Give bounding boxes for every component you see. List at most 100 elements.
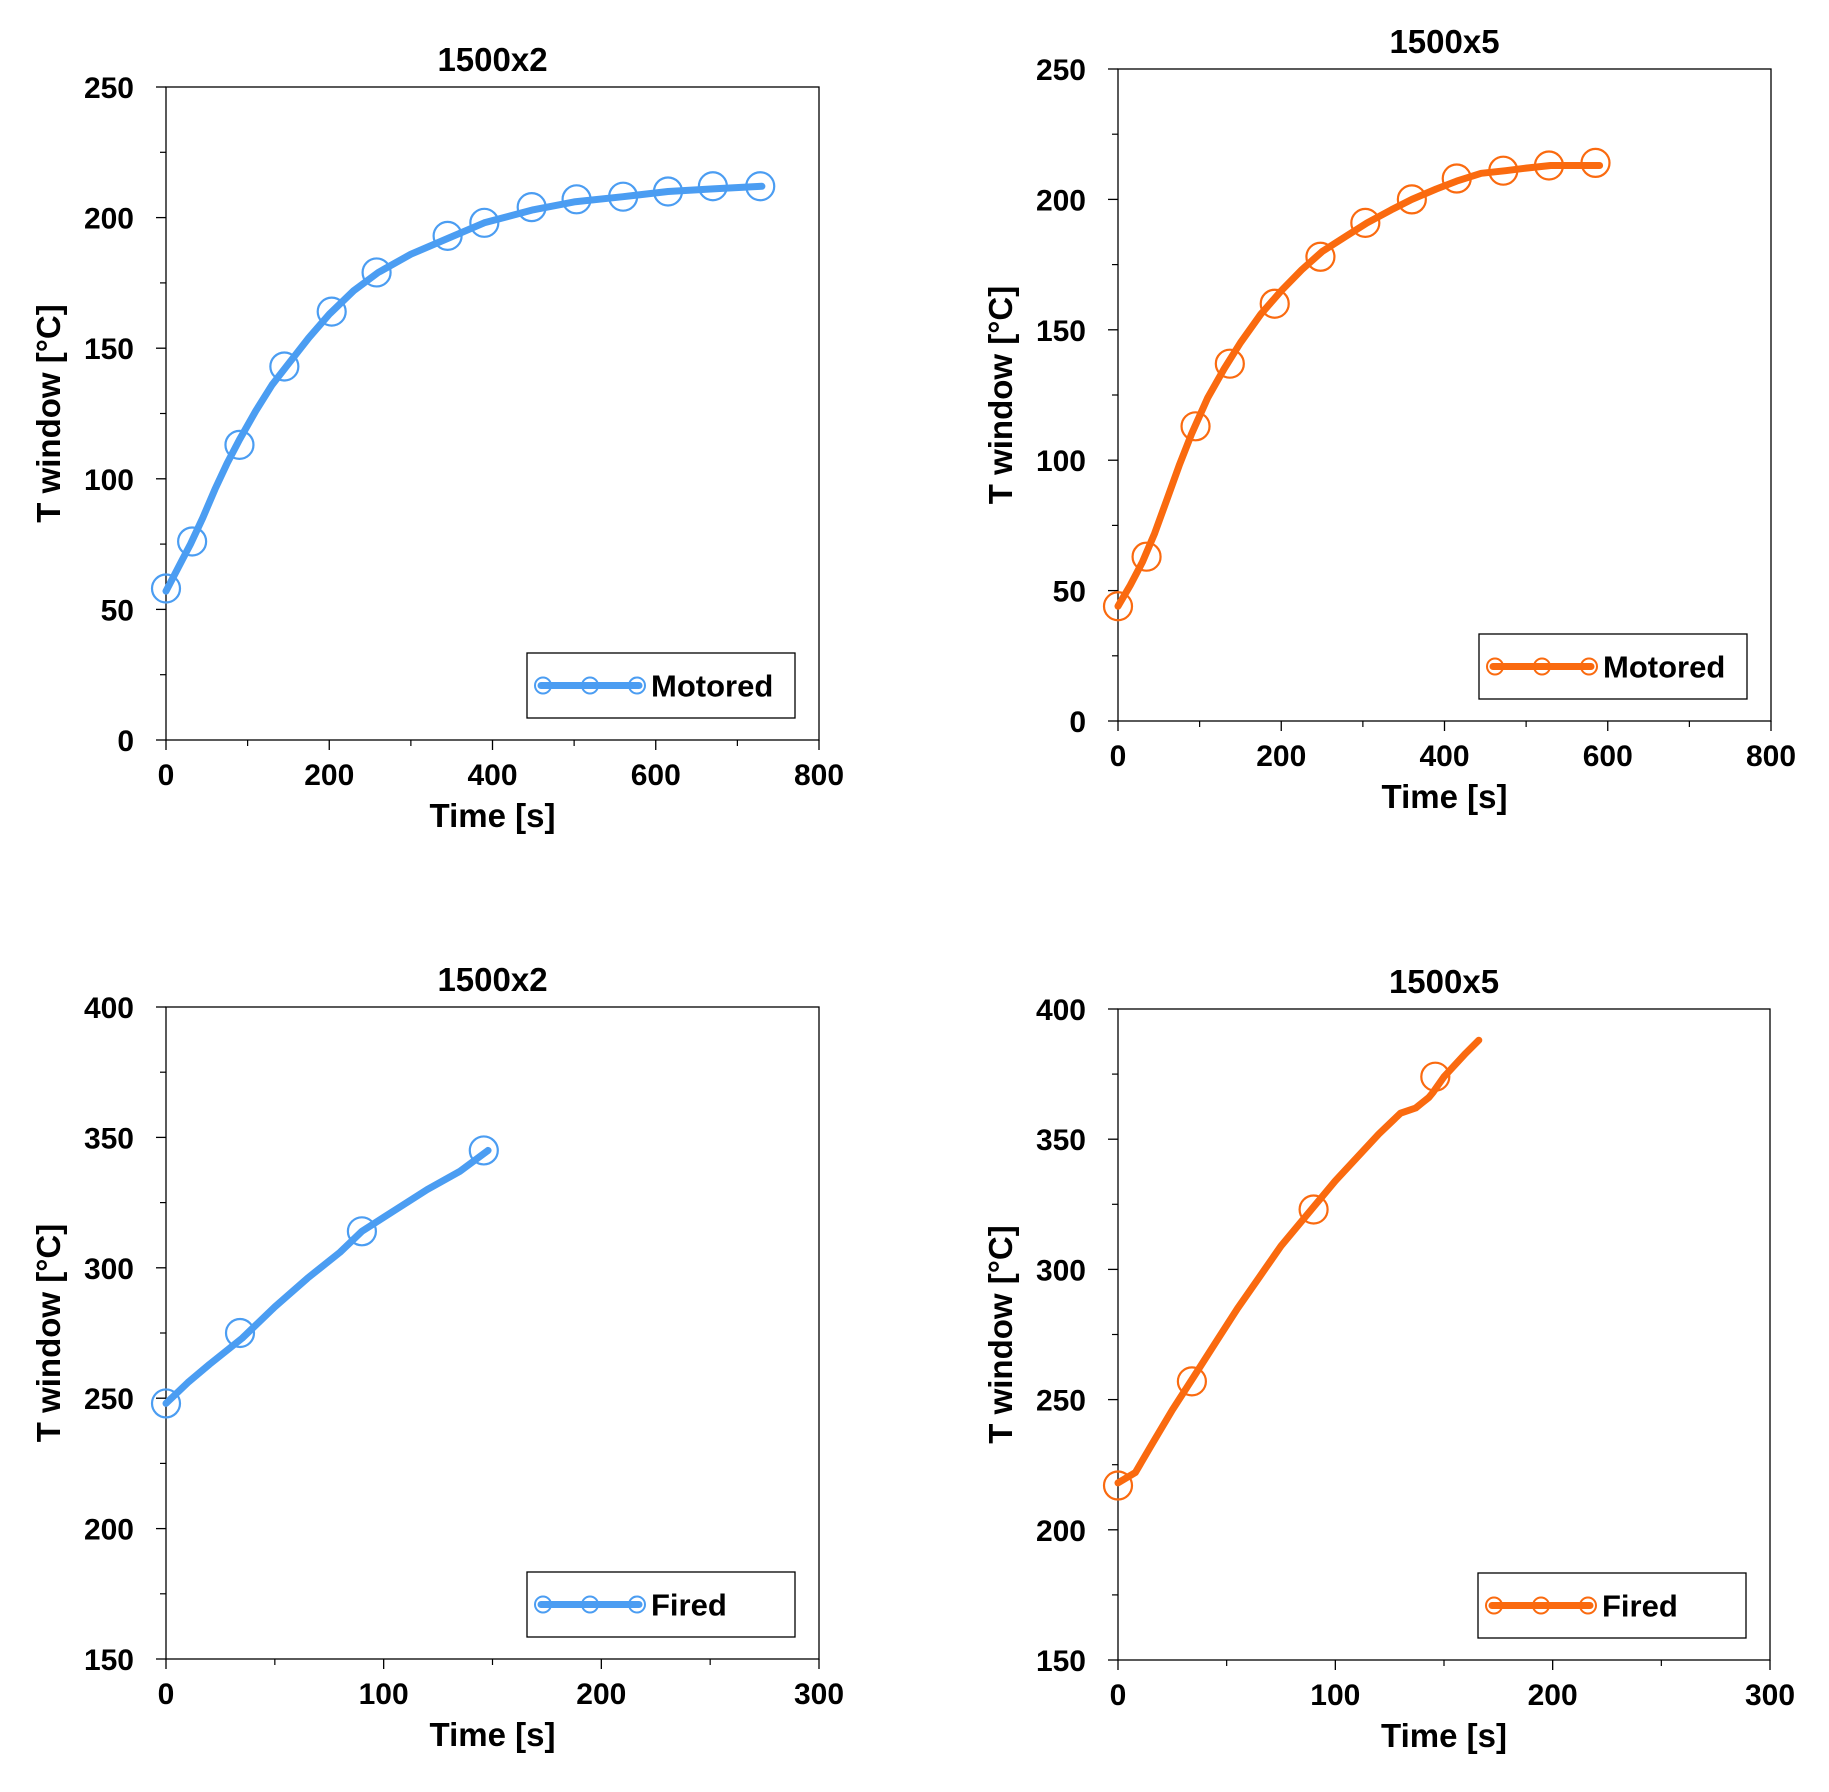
data-point-marker	[150, 1388, 182, 1419]
x-tick-label: 300	[1745, 1679, 1795, 1712]
y-tick-label: 400	[84, 992, 134, 1025]
x-tick-label: 0	[158, 1678, 175, 1711]
x-tick-label: 300	[794, 1678, 844, 1711]
data-point-marker	[561, 184, 592, 215]
x-axis-label: Time [s]	[430, 1716, 556, 1753]
y-tick-label: 250	[84, 1383, 134, 1416]
legend-marker	[628, 1595, 646, 1614]
y-tick-label: 150	[1036, 1645, 1086, 1678]
data-point-marker	[1533, 150, 1565, 181]
data-point-marker	[1131, 541, 1162, 572]
x-axis-label: Time [s]	[1382, 778, 1508, 815]
data-point-marker	[468, 1135, 499, 1166]
y-tick-label: 350	[1036, 1124, 1086, 1157]
y-tick-label: 50	[101, 594, 134, 627]
legend-label: Motored	[651, 669, 773, 704]
y-tick-label: 100	[1036, 445, 1086, 478]
data-point-marker	[1441, 163, 1472, 194]
data-point-marker	[1298, 1194, 1329, 1225]
data-point-marker	[224, 1317, 256, 1349]
x-axis-label: Time [s]	[1381, 1717, 1507, 1754]
data-point-marker	[1176, 1366, 1207, 1397]
data-point-marker	[697, 171, 728, 202]
data-point-marker	[469, 207, 500, 238]
y-tick-label: 50	[1053, 576, 1086, 609]
data-point-marker	[1488, 155, 1519, 186]
legend-label: Fired	[651, 1588, 727, 1623]
data-point-marker	[607, 181, 639, 212]
data-point-marker	[1580, 147, 1611, 178]
y-axis-label: T window [°C]	[30, 1224, 67, 1442]
data-point-marker	[1102, 1470, 1134, 1501]
y-tick-label: 200	[1036, 184, 1086, 217]
chart-panel-4: 1500x5 0 100 200 300 150 200 250 300 350 400 Time […	[914, 896, 1828, 1792]
chart-panel-1: 1500x2 0 200 400 600 800 0 50 100 150 200 250 Time […	[0, 0, 914, 896]
plot-frame	[1117, 68, 1772, 722]
chart-title: 1500x2	[437, 41, 547, 78]
plot-frame	[165, 86, 820, 741]
chart-panel-2: 1500x5 0 200 400 600 800 0 50 100 150 200 250 Time […	[914, 0, 1828, 896]
legend-marker	[534, 676, 552, 695]
x-tick-label: 0	[1110, 740, 1127, 773]
legend-marker	[1579, 1596, 1597, 1615]
data-point-marker	[224, 429, 255, 460]
chart-title: 1500x5	[1389, 23, 1499, 60]
chart-fired-1500x5: 1500x5 0 100 200 300 150 200 250 300 350 400 Time […	[982, 963, 1795, 1754]
legend-label: Motored	[1603, 650, 1725, 685]
chart-title: 1500x2	[437, 961, 547, 998]
data-point-marker	[1420, 1061, 1451, 1092]
x-tick-label: 0	[1110, 1679, 1127, 1712]
x-tick-label: 800	[794, 759, 844, 792]
y-tick-label: 150	[84, 1644, 134, 1677]
x-tick-label: 200	[304, 759, 354, 792]
y-tick-label: 200	[1036, 1515, 1086, 1548]
y-tick-label: 200	[84, 1514, 134, 1547]
series-line-motored	[162, 182, 766, 595]
x-tick-label: 0	[158, 759, 175, 792]
data-point-marker	[1259, 288, 1290, 319]
y-tick-label: 250	[84, 72, 134, 105]
legend-marker	[534, 1595, 552, 1614]
x-tick-label: 100	[1310, 1679, 1360, 1712]
legend-marker	[628, 676, 646, 695]
data-point-marker	[346, 1216, 377, 1247]
data-point-marker	[361, 257, 392, 288]
legend-marker	[1580, 657, 1598, 676]
y-tick-label: 150	[84, 333, 134, 366]
legend-marker	[1532, 1596, 1550, 1615]
x-tick-label: 600	[1583, 740, 1633, 773]
data-point-marker	[1180, 411, 1211, 442]
legend-marker	[581, 676, 599, 695]
data-point-marker	[177, 526, 208, 557]
data-point-marker	[1305, 241, 1336, 272]
y-axis-label: T window [°C]	[30, 304, 67, 522]
y-tick-label: 350	[84, 1122, 134, 1155]
x-tick-label: 400	[467, 759, 517, 792]
y-tick-label: 150	[1036, 315, 1086, 348]
y-tick-label: 400	[1036, 994, 1086, 1027]
data-point-marker	[1102, 591, 1134, 622]
data-point-marker	[432, 220, 463, 251]
data-point-marker	[745, 171, 776, 202]
y-tick-label: 0	[1069, 706, 1086, 739]
x-axis-label: Time [s]	[430, 797, 556, 834]
x-tick-label: 200	[576, 1678, 626, 1711]
y-tick-label: 100	[84, 464, 134, 497]
y-tick-label: 0	[117, 725, 134, 758]
data-point-marker	[150, 573, 182, 604]
legend-marker	[1533, 657, 1551, 676]
plot-frame	[1117, 1008, 1771, 1661]
y-tick-label: 200	[84, 203, 134, 236]
x-tick-label: 800	[1746, 740, 1796, 773]
chart-title: 1500x5	[1389, 963, 1499, 1000]
data-point-marker	[316, 296, 347, 327]
chart-motored-1500x5: 1500x5 0 200 400 600 800 0 50 100 150 200 250 Time […	[982, 23, 1796, 815]
legend-label: Fired	[1602, 1589, 1678, 1624]
y-tick-label: 300	[1036, 1254, 1086, 1287]
x-tick-label: 200	[1256, 740, 1306, 773]
chart-motored-1500x2: 1500x2 0 200 400 600 800 0 50 100 150 200 250 Time […	[30, 41, 844, 834]
data-point-marker	[269, 351, 300, 382]
data-point-marker	[1350, 207, 1381, 238]
y-tick-label: 250	[1036, 54, 1086, 87]
series-line-motored	[1114, 162, 1604, 610]
